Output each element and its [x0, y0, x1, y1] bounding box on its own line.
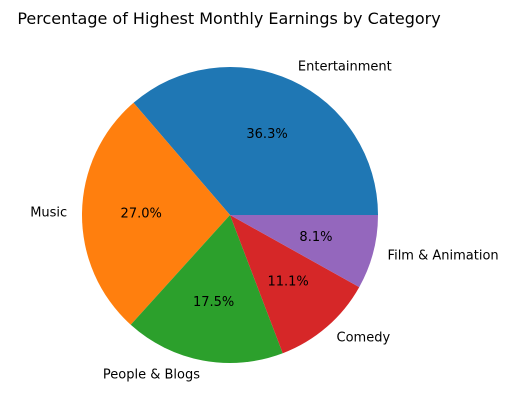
slice-people-and-blogs [130, 215, 283, 363]
pie-slices [81, 67, 378, 363]
category-label-comedy: Comedy [337, 331, 391, 346]
category-label-music: Music [30, 205, 67, 220]
category-label-entertainment: Entertainment [298, 60, 392, 75]
value-label-film-and-animation: 8.1% [299, 230, 332, 245]
pie-labels: 36.3% Entertainment 27.0% Music 17.5% People … [30, 60, 498, 383]
value-label-entertainment: 36.3% [246, 127, 287, 142]
slice-entertainment [133, 67, 378, 216]
category-label-people-and-blogs: People & Blogs [103, 368, 200, 383]
slice-comedy [230, 215, 360, 354]
slice-film-and-animation [230, 215, 378, 288]
value-label-people-and-blogs: 17.5% [193, 295, 234, 310]
chart-title: Percentage of Highest Monthly Earnings b… [17, 9, 440, 28]
value-label-music: 27.0% [121, 206, 162, 221]
slice-music [81, 102, 230, 325]
category-label-film-and-animation: Film & Animation [388, 248, 499, 263]
value-label-comedy: 11.1% [267, 275, 308, 290]
